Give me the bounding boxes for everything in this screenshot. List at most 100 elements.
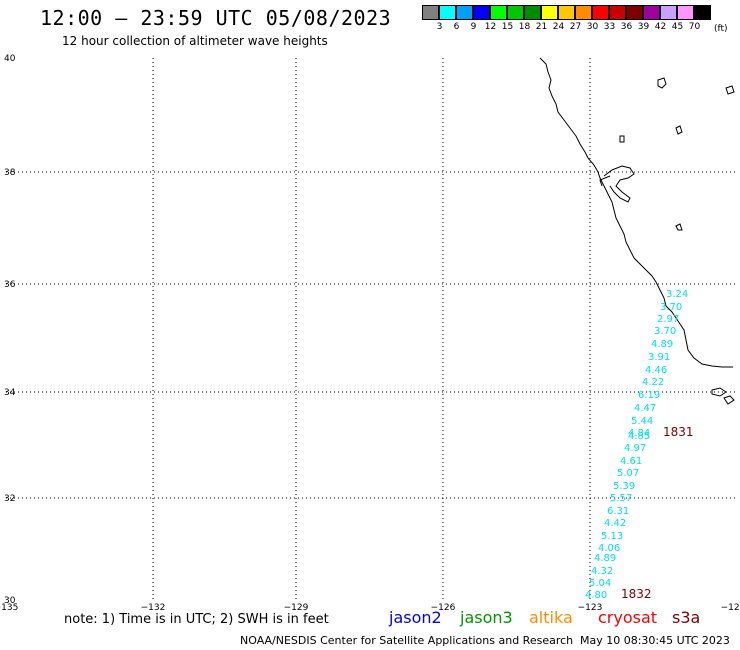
altimeter-track: 3.24 3.702.973.70 4.89 3.91 4.464.22 6.19 4.47… (585, 289, 688, 601)
wave-height-label: 4.89 (594, 553, 616, 564)
wave-height-label: 5.57 (610, 493, 632, 504)
legend-label: 45 (671, 22, 684, 32)
satellite-jason3: jason3 (460, 608, 513, 627)
wave-height-label: 3.70 (660, 302, 682, 313)
wave-height-label: 4.22 (642, 377, 664, 388)
lat-label: 30 (4, 596, 16, 606)
island-2 (675, 125, 683, 135)
legend-label: 9 (470, 22, 477, 32)
san-francisco-bay (603, 165, 635, 203)
california-coastline (539, 57, 733, 368)
legend-swatch (490, 5, 507, 20)
legend-swatch (439, 5, 456, 20)
legend-label: 42 (654, 22, 667, 32)
legend-unit: (ft) (714, 24, 728, 34)
wave-height-label: 4.42 (604, 518, 626, 529)
legend-swatch (677, 5, 694, 20)
legend-label: 33 (603, 22, 616, 32)
legend-swatch (507, 5, 524, 20)
legend-label: 39 (637, 22, 650, 32)
wave-height-label: 5.44 (631, 416, 653, 427)
wave-height-label: 4.84 (628, 428, 650, 439)
lat-label: 32 (4, 494, 15, 504)
lat-label: 36 (4, 280, 16, 290)
wave-height-label: 3.24 (666, 289, 688, 300)
legend-labels: 3 6 9 12 15 18 21 24 27 30 33 36 39 42 45 70 (422, 20, 711, 32)
lat-label: 34 (4, 388, 16, 398)
legend-swatch (643, 5, 660, 20)
legend-label: 12 (484, 22, 497, 32)
wave-height-label: 4.85 (628, 431, 650, 442)
channel-island-2 (723, 395, 735, 405)
legend-swatch (456, 5, 473, 20)
legend-label: 27 (569, 22, 582, 32)
wave-height-label: 3.70 (654, 326, 676, 337)
wave-height-label: 4.32 (591, 566, 613, 577)
page-title: 12:00 — 23:59 UTC 05/08/2023 (40, 6, 392, 30)
legend-swatch (524, 5, 541, 20)
lon-label: −135 (0, 603, 18, 613)
satellite-cryosat: cryosat (598, 608, 658, 627)
wave-height-label: 2.97 (657, 314, 679, 325)
island-4 (619, 135, 625, 143)
satellite-s3a: s3a (672, 608, 701, 627)
channel-island-1 (711, 387, 727, 397)
footer-timestamp: May 10 08:30:45 UTC 2023 (580, 634, 730, 647)
island-3 (725, 85, 735, 95)
legend-swatch (660, 5, 677, 20)
footer: NOAA/NESDIS Center for Satellite Applica… (240, 634, 730, 647)
time-labels: 1831 1832 (621, 425, 694, 601)
bay-inlet (599, 175, 611, 187)
wave-height-label: 4.89 (651, 339, 673, 350)
units-note: note: 1) Time is in UTC; 2) SWH is in fe… (64, 612, 329, 627)
legend-swatch (473, 5, 490, 20)
legend-swatch (694, 5, 711, 20)
time-label: 1832 (621, 587, 652, 601)
grid-lines: 40 38 36 34 32 30−135 −132 −129 −126 −123 −120 (0, 54, 740, 613)
legend-swatch (575, 5, 592, 20)
wave-height-label: 4.46 (645, 365, 667, 376)
wave-height-label: 4.61 (620, 456, 642, 467)
legend-swatch (541, 5, 558, 20)
wave-height-label: 4.47 (634, 403, 656, 414)
legend-label: 3 (436, 22, 443, 32)
island-5 (675, 223, 683, 231)
legend-swatch (422, 5, 439, 20)
wave-height-label: 5.04 (589, 578, 611, 589)
footer-credit: NOAA/NESDIS Center for Satellite Applica… (240, 634, 574, 647)
satellite-altika: altika (529, 608, 573, 627)
wave-height-label: 4.97 (624, 443, 646, 454)
lat-label: 38 (4, 168, 16, 178)
wave-height-label: 5.39 (613, 481, 635, 492)
legend-label: 24 (552, 22, 565, 32)
page-subtitle: 12 hour collection of altimeter wave hei… (62, 34, 328, 48)
wave-height-label: 6.31 (607, 506, 629, 517)
wave-height-label: 5.13 (601, 531, 623, 542)
satellite-jason2: jason2 (389, 608, 442, 627)
legend-swatch (609, 5, 626, 20)
lon-label: −129 (284, 603, 309, 613)
legend-label: 6 (453, 22, 460, 32)
legend-swatch (558, 5, 575, 20)
lat-label: 40 (4, 54, 16, 64)
lon-label: −120 (721, 603, 740, 613)
coastline (539, 57, 735, 405)
legend-swatch (592, 5, 609, 20)
lon-label: −123 (578, 603, 603, 613)
wave-height-label: 3.91 (648, 352, 670, 363)
legend-label: 18 (518, 22, 531, 32)
legend-swatch (626, 5, 643, 20)
wave-height-label: 6.19 (638, 390, 660, 401)
wave-height-label: 4.06 (598, 543, 620, 554)
legend-swatches (422, 5, 711, 20)
legend-label: 30 (586, 22, 599, 32)
time-label: 1831 (663, 425, 694, 439)
legend-label: 70 (688, 22, 701, 32)
lon-label: −126 (431, 603, 456, 613)
legend-label: 15 (501, 22, 514, 32)
lon-label: −132 (141, 603, 166, 613)
wave-height-label: 5.07 (617, 468, 639, 479)
legend-label: 21 (535, 22, 548, 32)
legend-label: 36 (620, 22, 633, 32)
